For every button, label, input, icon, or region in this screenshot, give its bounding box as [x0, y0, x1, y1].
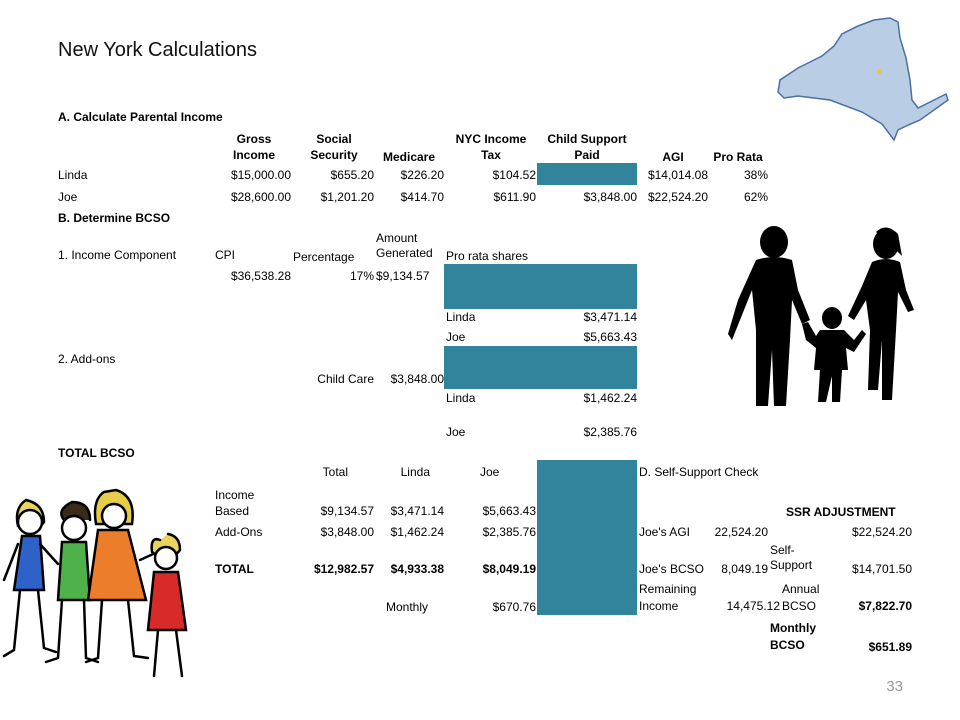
percentage-label: Percentage [293, 250, 355, 264]
add-ons-label: 2. Add-ons [58, 352, 116, 366]
section-a-heading: A. Calculate Parental Income [58, 110, 223, 124]
page-number: 33 [886, 678, 903, 695]
addons-total: $3,848.00 [320, 525, 374, 539]
col-header-social-security-1: Social [316, 132, 352, 146]
total-bcso-heading: TOTAL BCSO [58, 446, 135, 460]
annual-bcso-label-2: BCSO [782, 599, 817, 613]
col-header-child-support-2: Paid [574, 148, 600, 162]
row-name-joe: Joe [58, 190, 78, 204]
self-support-label-2: Support [770, 558, 813, 572]
income-based-linda: $3,471.14 [390, 504, 444, 518]
joes-agi-label: Joe's AGI [639, 525, 690, 539]
income-based-total: $9,134.57 [320, 504, 374, 518]
highlight-addons-block [444, 346, 637, 389]
linda-agi: $14,014.08 [647, 168, 708, 182]
highlight-pro-rata-block [444, 264, 637, 309]
addon-value-linda: $1,462.24 [583, 391, 637, 405]
share-value-joe: $5,663.43 [583, 330, 637, 344]
ssr-agi-value: $22,524.20 [851, 525, 912, 539]
col-header-joe: Joe [480, 465, 500, 479]
joe-nyc-tax: $611.90 [493, 190, 537, 204]
remaining-income-label-1: Remaining [639, 582, 697, 596]
cpi-label: CPI [215, 248, 236, 262]
share-name-linda: Linda [446, 310, 476, 324]
joes-bcso-value: 8,049.19 [721, 562, 768, 576]
self-support-heading: D. Self-Support Check [639, 465, 759, 479]
total-row-label: TOTAL [215, 562, 254, 576]
row-name-linda: Linda [58, 168, 88, 182]
addons-linda: $1,462.24 [390, 525, 444, 539]
joe-child-support: $3,848.00 [583, 190, 637, 204]
col-header-pro-rata: Pro Rata [713, 150, 763, 164]
income-based-label-2: Based [215, 504, 250, 518]
joe-gross: $28,600.00 [230, 190, 291, 204]
remaining-income-value: 14,475.12 [726, 599, 780, 613]
child-care-value: $3,848.00 [390, 372, 444, 386]
children-drawing-image [2, 488, 188, 678]
addon-value-joe: $2,385.76 [583, 425, 637, 439]
joe-medicare: $414.70 [400, 190, 444, 204]
addon-name-linda: Linda [446, 391, 476, 405]
addons-row-label: Add-Ons [215, 525, 263, 539]
total-linda: $4,933.38 [390, 562, 444, 576]
col-header-gross-income-1: Gross [236, 132, 272, 146]
child-care-label: Child Care [317, 372, 374, 386]
linda-nyc-tax: $104.52 [492, 168, 536, 182]
remaining-income-label-2: Income [639, 599, 679, 613]
annual-bcso-label-1: Annual [782, 582, 820, 596]
section-b-heading: B. Determine BCSO [58, 211, 171, 225]
col-header-agi: AGI [662, 150, 684, 164]
joe-pro-rata: 62% [743, 190, 768, 204]
income-based-joe: $5,663.43 [482, 504, 536, 518]
cpi-value: $36,538.28 [230, 269, 291, 283]
col-header-social-security-2: Security [310, 148, 358, 162]
amount-generated-label-1: Amount [376, 231, 418, 245]
linda-pro-rata: 38% [743, 168, 768, 182]
addon-name-joe: Joe [446, 425, 466, 439]
joe-social-security: $1,201.20 [320, 190, 374, 204]
monthly-bcso-label-2: BCSO [770, 638, 805, 652]
col-header-child-support-1: Child Support [547, 132, 627, 146]
monthly-label: Monthly [385, 600, 428, 614]
share-value-linda: $3,471.14 [583, 310, 637, 324]
percentage-value: 17% [349, 269, 374, 283]
col-header-medicare: Medicare [382, 150, 436, 164]
amount-generated-value: $9,134.57 [376, 269, 430, 283]
joe-agi: $22,524.20 [647, 190, 708, 204]
highlight-separator-column [537, 460, 637, 615]
ssr-adjustment-heading: SSR ADJUSTMENT [786, 505, 896, 519]
annual-bcso-value: $7,822.70 [858, 599, 912, 613]
col-header-nyc-tax-2: Tax [481, 148, 501, 162]
monthly-bcso-label-1: Monthly [770, 621, 816, 635]
linda-social-security: $655.20 [330, 168, 374, 182]
monthly-bcso-value: $651.89 [868, 640, 912, 654]
map-marker-icon [876, 69, 882, 75]
pro-rata-shares-label: Pro rata shares [446, 249, 529, 263]
income-based-label-1: Income [215, 488, 255, 502]
new-york-map-image [777, 17, 949, 142]
family-silhouette-image [728, 226, 914, 406]
linda-medicare: $226.20 [400, 168, 444, 182]
page-title: New York Calculations [58, 39, 257, 61]
col-header-gross-income-2: Income [232, 148, 275, 162]
addons-joe: $2,385.76 [482, 525, 536, 539]
col-header-total: Total [322, 465, 348, 479]
self-support-label-1: Self- [770, 543, 795, 557]
joes-bcso-label: Joe's BCSO [639, 562, 704, 576]
col-header-linda: Linda [400, 465, 430, 479]
amount-generated-label-2: Generated [376, 246, 433, 260]
highlight-child-support-cell [537, 163, 637, 185]
total-joe: $8,049.19 [482, 562, 536, 576]
income-component-label: 1. Income Component [58, 248, 177, 262]
monthly-joe: $670.76 [492, 600, 536, 614]
col-header-nyc-tax-1: NYC Income [455, 132, 527, 146]
self-support-value: $14,701.50 [851, 562, 912, 576]
total-total: $12,982.57 [313, 562, 374, 576]
joes-agi-value: 22,524.20 [714, 525, 768, 539]
linda-gross: $15,000.00 [230, 168, 291, 182]
share-name-joe: Joe [446, 330, 466, 344]
